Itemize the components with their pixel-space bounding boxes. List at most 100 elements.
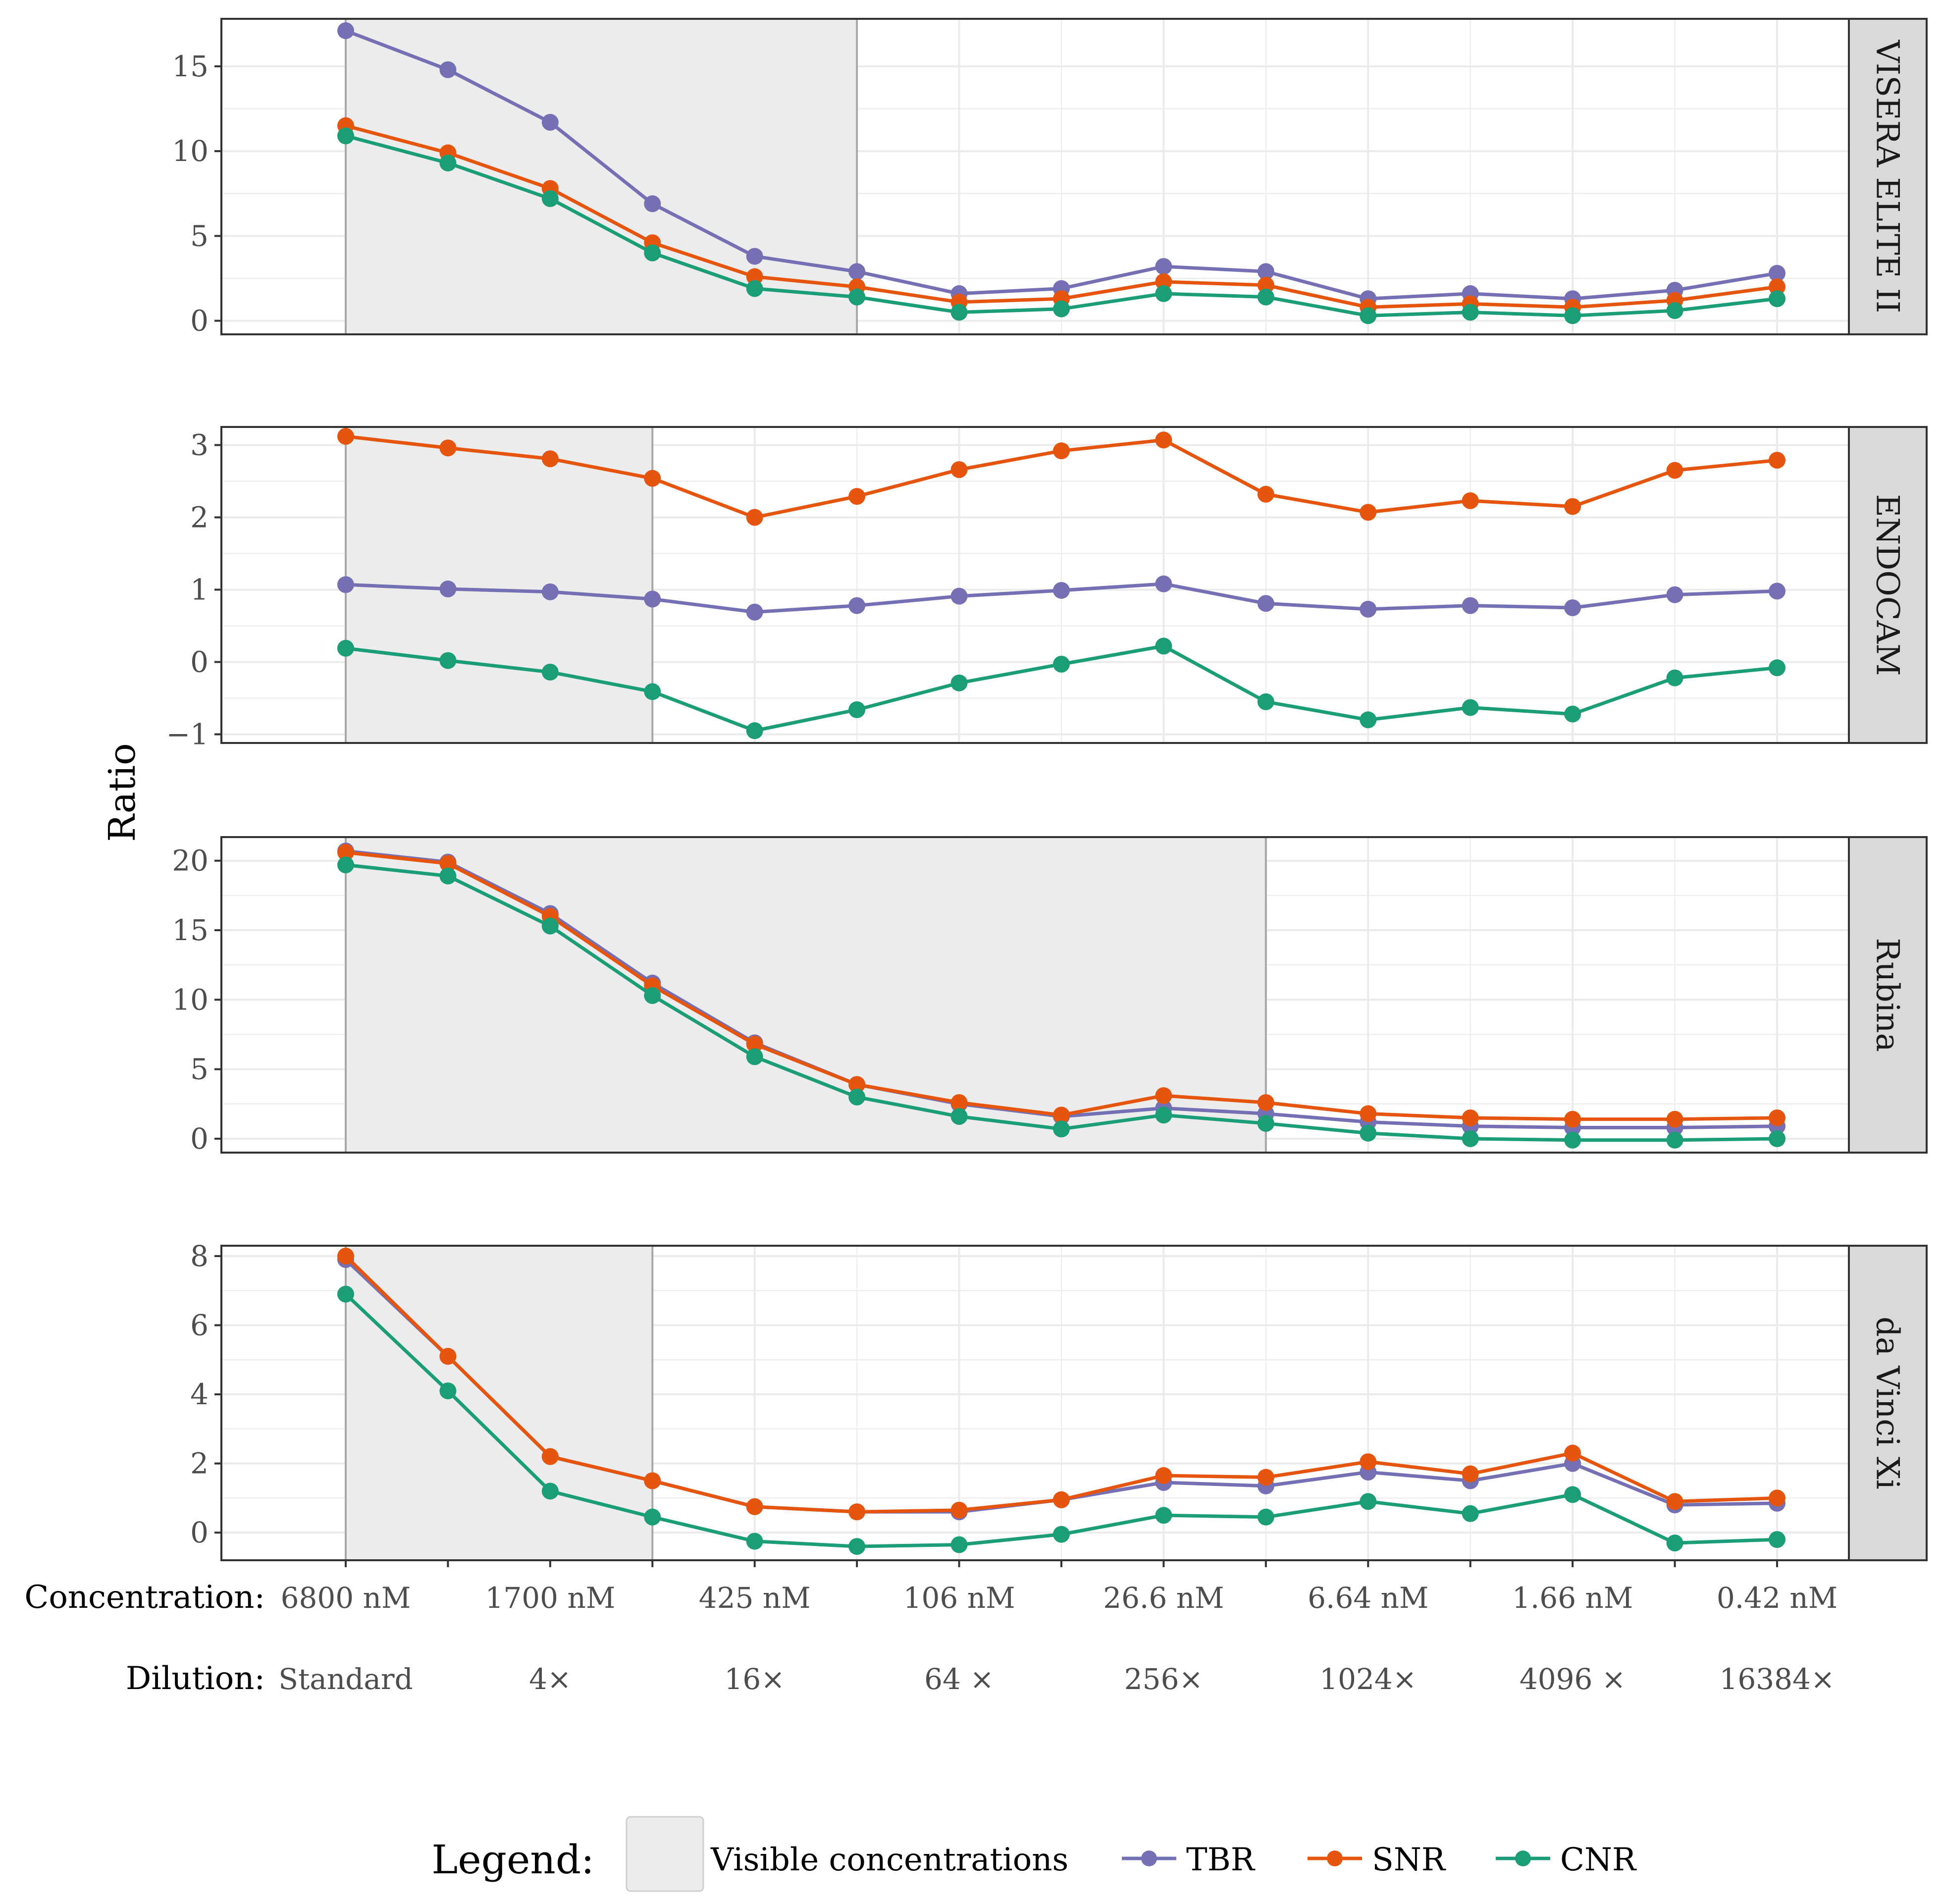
data-point-snr	[1769, 278, 1785, 296]
data-point-cnr	[1769, 1531, 1785, 1548]
data-point-cnr	[1360, 1493, 1377, 1510]
panel-3: 0 2 4 6 8 da Vinci Xi	[190, 1239, 1928, 1561]
data-point-snr	[644, 1472, 661, 1489]
y-tick-label: 1	[190, 573, 209, 606]
data-point-cnr	[337, 856, 354, 874]
data-point-snr	[1666, 1493, 1683, 1510]
data-point-snr	[1257, 485, 1274, 503]
data-point-snr	[1257, 276, 1274, 294]
visible-concentration-shade	[346, 837, 1266, 1153]
y-tick-label: 0	[190, 645, 209, 679]
legend-key-point-cnr	[1515, 1851, 1531, 1866]
y-tick-label: 0	[190, 304, 209, 338]
data-point-cnr	[1564, 1131, 1581, 1149]
data-point-cnr	[1462, 1505, 1479, 1522]
data-point-cnr	[746, 1048, 763, 1065]
y-tick-label: 8	[190, 1239, 209, 1273]
data-point-cnr	[1257, 693, 1274, 710]
data-point-tbr	[848, 263, 866, 280]
y-tick-label: 0	[190, 1516, 209, 1549]
data-point-cnr	[1360, 711, 1377, 729]
data-point-cnr	[1564, 1486, 1581, 1503]
legend-label-snr: SNR	[1372, 1842, 1446, 1878]
data-point-cnr	[1155, 637, 1172, 655]
data-point-snr	[439, 439, 457, 457]
data-point-snr	[1155, 431, 1172, 449]
data-point-snr	[950, 1501, 968, 1519]
data-point-snr	[337, 1247, 354, 1265]
data-point-cnr	[541, 663, 559, 681]
data-point-snr	[848, 1503, 866, 1521]
facet-strip-label: da Vinci Xi	[1869, 1317, 1906, 1489]
concentration-tick-label: 1.66 nM	[1512, 1581, 1633, 1615]
data-point-snr	[337, 844, 354, 861]
concentration-tick-label: 425 nM	[699, 1581, 811, 1615]
data-point-snr	[950, 461, 968, 478]
data-point-cnr	[1564, 705, 1581, 723]
data-point-tbr	[950, 587, 968, 605]
data-point-snr	[541, 450, 559, 468]
concentration-tick-label: 26.6 nM	[1103, 1581, 1224, 1615]
concentration-tick-label: 0.42 nM	[1717, 1581, 1837, 1615]
concentration-tick-label: 6800 nM	[281, 1581, 411, 1615]
data-point-tbr	[1155, 575, 1172, 592]
data-point-tbr	[848, 597, 866, 614]
data-point-tbr	[1666, 586, 1683, 603]
data-point-cnr	[337, 127, 354, 145]
dilution-tick-label: 4×	[529, 1662, 572, 1696]
data-point-cnr	[1053, 1120, 1070, 1138]
data-point-snr	[1360, 504, 1377, 521]
data-point-cnr	[848, 701, 866, 718]
data-point-cnr	[439, 1382, 457, 1400]
data-point-cnr	[1257, 288, 1274, 306]
facet-strip	[1848, 1245, 1928, 1561]
visible-concentration-shade	[346, 1246, 653, 1560]
data-point-cnr	[1564, 307, 1581, 324]
data-point-cnr	[1666, 1534, 1683, 1552]
data-point-snr	[1360, 1453, 1377, 1471]
facet-strip-label: VISERA ELITE II	[1869, 40, 1906, 314]
data-point-snr	[1666, 462, 1683, 479]
data-point-tbr	[1769, 264, 1785, 282]
data-point-cnr	[541, 917, 559, 935]
data-point-tbr	[644, 195, 661, 212]
data-point-snr	[1564, 1444, 1581, 1462]
data-point-cnr	[337, 639, 354, 657]
data-point-snr	[1564, 1111, 1581, 1128]
data-point-cnr	[1257, 1508, 1274, 1526]
data-point-cnr	[439, 867, 457, 885]
data-point-tbr	[746, 603, 763, 621]
data-point-cnr	[1053, 655, 1070, 673]
data-point-snr	[950, 1094, 968, 1111]
data-point-cnr	[950, 1108, 968, 1125]
legend: Legend: Visible concentrations TBR SNR CNR	[431, 1816, 1637, 1892]
y-tick-label: 15	[172, 50, 209, 83]
data-point-tbr	[1462, 597, 1479, 614]
facet-strip	[1848, 18, 1928, 335]
data-point-tbr	[1257, 595, 1274, 612]
data-point-tbr	[1053, 582, 1070, 599]
data-point-snr	[1462, 1465, 1479, 1482]
y-tick-label: 20	[172, 844, 209, 878]
data-point-snr	[1155, 1467, 1172, 1484]
data-point-snr	[644, 470, 661, 487]
data-point-cnr	[644, 244, 661, 262]
data-point-cnr	[541, 190, 559, 208]
data-point-cnr	[848, 288, 866, 306]
dilution-tick-label: 16384×	[1719, 1662, 1835, 1696]
data-point-snr	[1257, 1469, 1274, 1486]
data-point-tbr	[1769, 582, 1785, 600]
data-point-cnr	[1769, 659, 1785, 677]
data-point-snr	[1769, 1109, 1785, 1126]
data-point-cnr	[337, 1285, 354, 1303]
legend-key-point-snr	[1327, 1851, 1343, 1866]
y-tick-label: 0	[190, 1122, 209, 1156]
dilution-tick-label: Standard	[278, 1662, 413, 1696]
y-tick-label: 6	[190, 1308, 209, 1342]
data-point-snr	[1155, 1087, 1172, 1104]
data-point-snr	[1360, 1105, 1377, 1122]
data-point-cnr	[1666, 302, 1683, 319]
data-point-cnr	[746, 722, 763, 740]
concentration-tick-label: 1700 nM	[485, 1581, 615, 1615]
data-point-cnr	[439, 652, 457, 669]
